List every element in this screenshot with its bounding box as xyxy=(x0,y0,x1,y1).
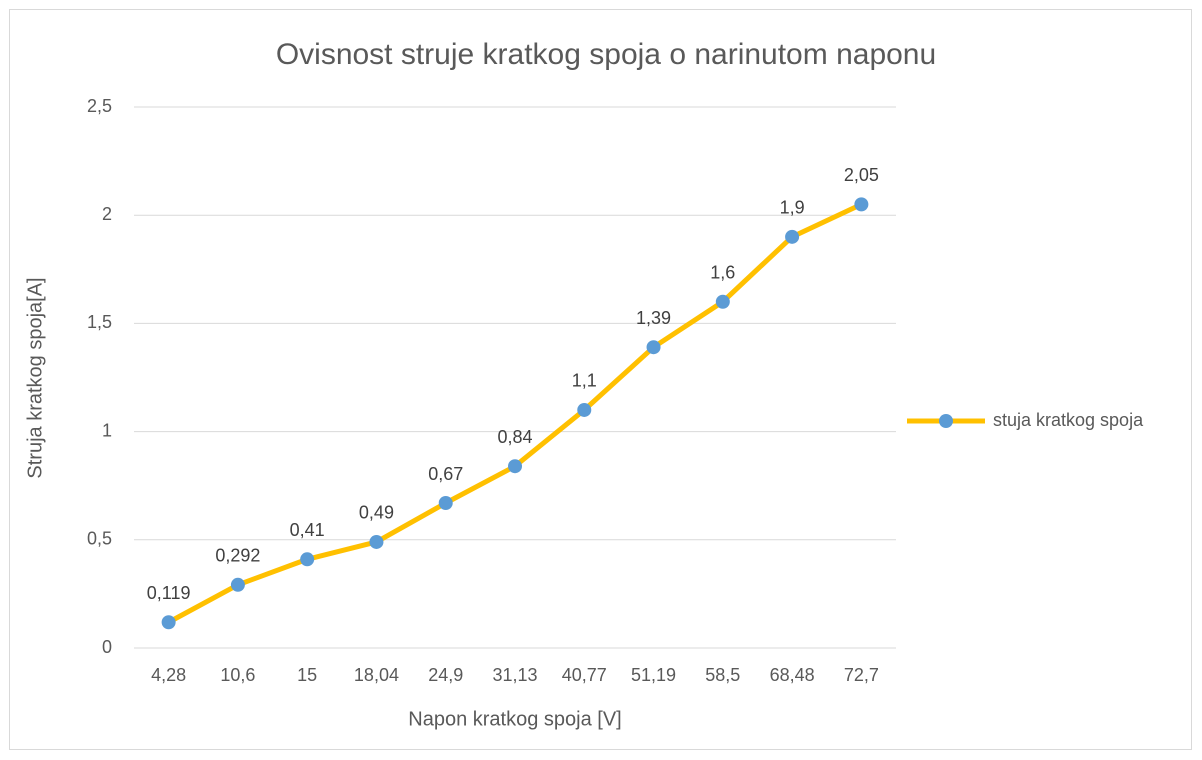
marker xyxy=(438,496,453,511)
data-label: 2,05 xyxy=(844,165,879,185)
chart-border xyxy=(9,9,1192,750)
x-tick-label: 24,9 xyxy=(428,665,463,685)
data-label: 0,49 xyxy=(359,503,394,523)
marker xyxy=(854,197,869,212)
data-label: 0,119 xyxy=(147,583,191,603)
y-tick-label: 0 xyxy=(102,637,112,657)
x-tick-label: 15 xyxy=(297,665,317,685)
x-tick-label: 40,77 xyxy=(562,665,607,685)
data-label: 1,1 xyxy=(572,371,597,391)
data-label: 1,39 xyxy=(636,308,671,328)
data-label: 0,84 xyxy=(497,427,532,447)
x-tick-label: 58,5 xyxy=(705,665,740,685)
x-tick-label: 10,6 xyxy=(220,665,255,685)
legend-label: stuja kratkog spoja xyxy=(993,410,1144,430)
y-tick-label: 0,5 xyxy=(87,529,112,549)
x-tick-label: 68,48 xyxy=(770,665,815,685)
y-tick-label: 2 xyxy=(102,204,112,224)
x-axis-label: Napon kratkog spoja [V] xyxy=(408,708,621,730)
y-tick-label: 1,5 xyxy=(87,312,112,332)
marker xyxy=(646,340,661,355)
x-tick-label: 72,7 xyxy=(844,665,879,685)
x-tick-label: 51,19 xyxy=(631,665,676,685)
y-axis-label: Struja kratkog spoja[A] xyxy=(24,277,46,478)
marker xyxy=(577,402,592,417)
marker xyxy=(300,552,315,567)
data-label: 0,41 xyxy=(290,520,325,540)
x-tick-label: 31,13 xyxy=(492,665,537,685)
marker xyxy=(230,577,245,592)
data-label: 0,67 xyxy=(428,464,463,484)
data-label: 1,6 xyxy=(710,263,735,283)
y-tick-label: 1 xyxy=(102,420,112,440)
x-tick-label: 18,04 xyxy=(354,665,399,685)
data-label: 1,9 xyxy=(780,198,805,218)
data-label: 0,292 xyxy=(215,546,260,566)
marker xyxy=(508,459,522,474)
x-tick-label: 4,28 xyxy=(151,665,186,685)
legend-marker xyxy=(939,414,953,428)
chart-title: Ovisnost struje kratkog spoja o narinuto… xyxy=(276,38,936,71)
marker xyxy=(785,229,800,244)
marker xyxy=(369,534,384,549)
y-tick-label: 2,5 xyxy=(87,96,112,116)
marker xyxy=(715,294,730,309)
marker xyxy=(161,615,176,630)
